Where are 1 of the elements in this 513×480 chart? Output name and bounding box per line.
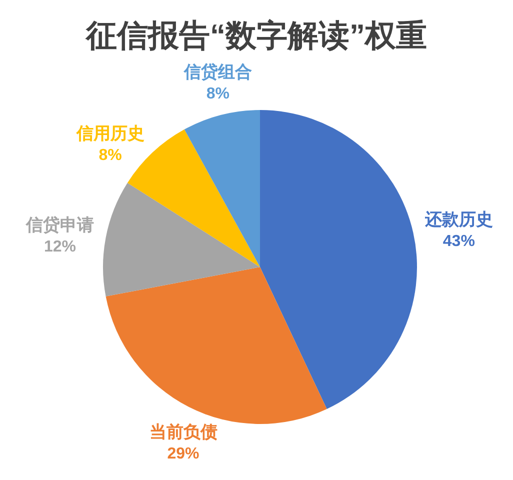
title: 征信报告“数字解读”权重: [86, 18, 427, 53]
